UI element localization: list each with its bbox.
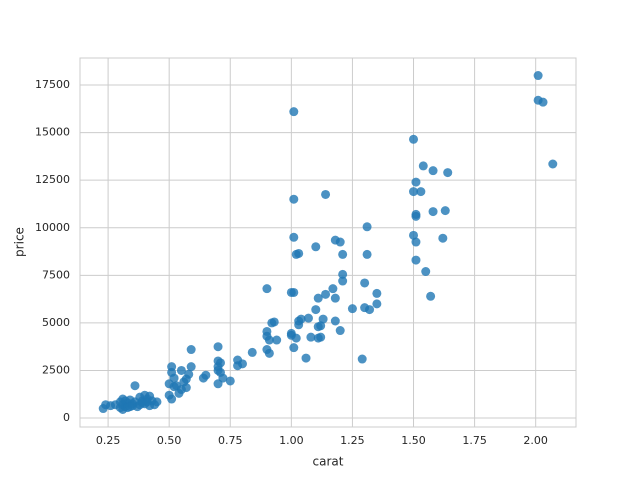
point: [289, 287, 299, 297]
y-tick-label: 5000: [42, 316, 70, 329]
point: [262, 284, 272, 294]
y-tick-label: 17500: [35, 78, 70, 91]
point: [316, 332, 326, 342]
point: [548, 159, 558, 169]
point: [181, 383, 191, 393]
point: [311, 305, 321, 315]
point: [418, 161, 428, 171]
point: [186, 345, 196, 355]
x-tick-label: 1.25: [340, 434, 365, 447]
x-tick-label: 2.00: [523, 434, 548, 447]
point: [176, 365, 186, 375]
point: [335, 237, 345, 247]
y-axis-label: price: [13, 227, 27, 257]
point: [372, 299, 382, 309]
point: [289, 194, 299, 204]
point: [338, 269, 348, 279]
point: [247, 347, 257, 357]
point: [213, 379, 223, 389]
point: [428, 207, 438, 217]
point: [174, 388, 184, 398]
point: [330, 293, 340, 303]
point: [306, 332, 316, 342]
point: [321, 189, 331, 199]
point: [272, 335, 282, 345]
point: [365, 305, 375, 315]
point: [303, 313, 313, 323]
x-tick-label: 0.25: [96, 434, 121, 447]
point: [264, 348, 274, 358]
point: [409, 134, 419, 144]
point: [411, 255, 421, 265]
point: [225, 376, 235, 386]
point: [443, 168, 453, 178]
point: [440, 206, 450, 216]
point: [411, 177, 421, 187]
point: [289, 232, 299, 242]
point: [372, 288, 382, 298]
y-tick-label: 12500: [35, 173, 70, 186]
point: [313, 322, 323, 332]
point: [409, 187, 419, 197]
point: [338, 249, 348, 259]
point: [438, 233, 448, 243]
point: [411, 237, 421, 247]
point: [360, 278, 370, 288]
point: [233, 361, 243, 371]
point: [362, 249, 372, 259]
point: [338, 276, 348, 286]
point: [152, 397, 162, 407]
point: [289, 107, 299, 117]
point: [267, 318, 277, 328]
point: [357, 354, 367, 364]
point: [289, 343, 299, 353]
x-tick-label: 0.50: [157, 434, 182, 447]
point: [294, 320, 304, 330]
point: [426, 291, 436, 301]
point: [411, 211, 421, 221]
point: [213, 342, 223, 352]
point: [428, 166, 438, 176]
y-tick-label: 15000: [35, 126, 70, 139]
point: [167, 394, 177, 404]
point: [118, 394, 128, 404]
point: [301, 353, 311, 363]
x-axis-label: carat: [313, 455, 344, 469]
point: [291, 333, 301, 343]
point: [362, 222, 372, 232]
y-tick-label: 10000: [35, 221, 70, 234]
plot-frame: [79, 57, 577, 428]
point: [130, 381, 140, 391]
x-tick-label: 1.00: [279, 434, 304, 447]
point: [321, 289, 331, 299]
x-tick-label: 0.75: [218, 434, 243, 447]
point: [416, 187, 426, 197]
point: [125, 402, 135, 412]
point: [169, 382, 179, 392]
point: [294, 248, 304, 258]
point: [538, 97, 548, 107]
point: [186, 362, 196, 372]
point: [198, 373, 208, 383]
x-tick-label: 1.75: [462, 434, 487, 447]
point: [328, 284, 338, 294]
point: [311, 242, 321, 252]
point: [347, 304, 357, 314]
point: [142, 397, 152, 407]
point: [335, 326, 345, 336]
x-tick-label: 1.50: [401, 434, 426, 447]
y-tick-label: 7500: [42, 268, 70, 281]
point: [313, 293, 323, 303]
y-tick-label: 0: [63, 411, 70, 424]
point: [533, 71, 543, 81]
point: [421, 267, 431, 277]
point: [264, 335, 274, 345]
y-tick-label: 2500: [42, 363, 70, 376]
point: [330, 316, 340, 326]
